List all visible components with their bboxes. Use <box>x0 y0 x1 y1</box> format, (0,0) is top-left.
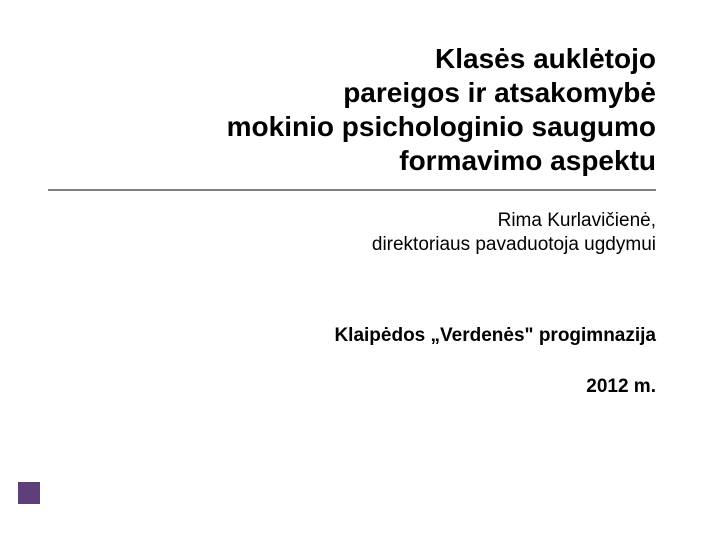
title-block: Klasės auklėtojo pareigos ir atsakomybė … <box>48 42 656 179</box>
presenter-name: Rima Kurlavičienė, <box>48 209 656 234</box>
institution-name: Klaipėdos „Verdenės" progimnazija <box>48 324 656 349</box>
presenter-role: direktoriaus pavaduotoja ugdymui <box>48 233 656 258</box>
slide: Klasės auklėtojo pareigos ir atsakomybė … <box>0 0 720 540</box>
presenter-block: Rima Kurlavičienė, direktoriaus pavaduot… <box>48 209 656 258</box>
accent-square-icon <box>18 482 40 504</box>
title-line-1: Klasės auklėtojo <box>48 42 656 76</box>
institution-block: Klaipėdos „Verdenės" progimnazija 2012 m… <box>48 324 656 399</box>
title-line-3: mokinio psichologinio saugumo <box>48 110 656 144</box>
year-text: 2012 m. <box>48 375 656 400</box>
title-line-4: formavimo aspektu <box>48 144 656 178</box>
divider-line <box>48 189 656 191</box>
title-line-2: pareigos ir atsakomybė <box>48 76 656 110</box>
